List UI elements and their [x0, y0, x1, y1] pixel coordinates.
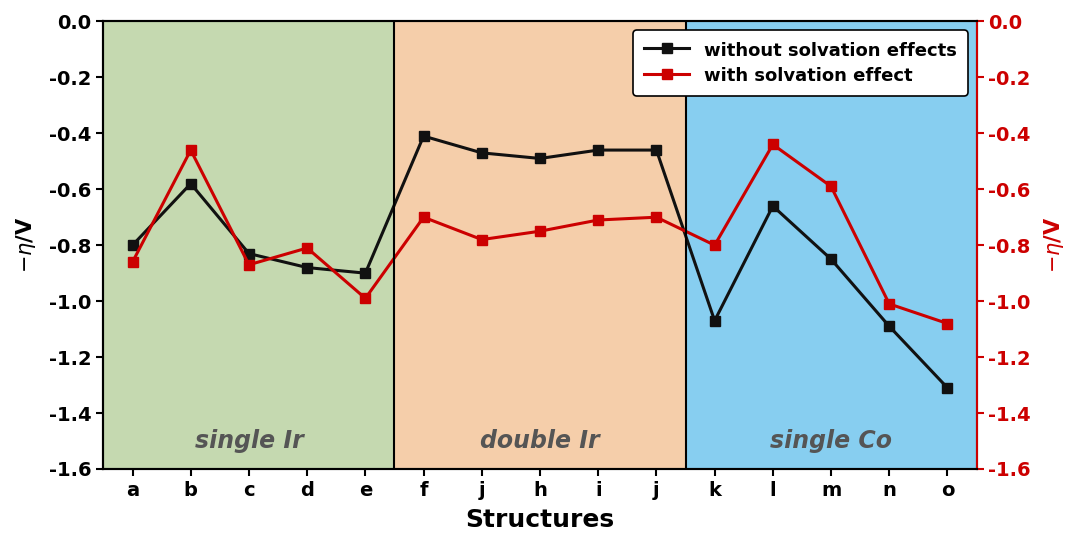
- with solvation effect: [882, 301, 895, 307]
- without solvation effects: [185, 180, 198, 187]
- Y-axis label: $-\eta$/V: $-\eta$/V: [14, 217, 38, 274]
- with solvation effect: [592, 217, 605, 223]
- Line: without solvation effects: without solvation effects: [127, 131, 953, 393]
- without solvation effects: [592, 147, 605, 153]
- with solvation effect: [767, 141, 780, 148]
- without solvation effects: [650, 147, 663, 153]
- with solvation effect: [534, 228, 546, 234]
- with solvation effect: [708, 242, 721, 248]
- without solvation effects: [300, 264, 313, 271]
- with solvation effect: [941, 321, 954, 327]
- Line: with solvation effect: with solvation effect: [127, 140, 953, 328]
- with solvation effect: [126, 259, 139, 265]
- with solvation effect: [824, 183, 837, 189]
- Bar: [394, 21, 686, 469]
- Bar: [686, 21, 976, 469]
- without solvation effects: [941, 384, 954, 391]
- without solvation effects: [708, 317, 721, 324]
- without solvation effects: [359, 270, 372, 276]
- X-axis label: Structures: Structures: [465, 508, 615, 532]
- Text: single Co: single Co: [770, 429, 892, 453]
- with solvation effect: [475, 236, 488, 243]
- without solvation effects: [534, 155, 546, 162]
- with solvation effect: [650, 214, 663, 221]
- without solvation effects: [767, 203, 780, 209]
- without solvation effects: [126, 242, 139, 248]
- with solvation effect: [300, 245, 313, 251]
- without solvation effects: [475, 150, 488, 156]
- with solvation effect: [243, 262, 256, 268]
- Bar: [104, 21, 394, 469]
- without solvation effects: [417, 133, 430, 139]
- with solvation effect: [185, 147, 198, 153]
- Text: double Ir: double Ir: [481, 429, 599, 453]
- Text: single Ir: single Ir: [194, 429, 303, 453]
- without solvation effects: [882, 323, 895, 330]
- without solvation effects: [824, 256, 837, 263]
- with solvation effect: [359, 295, 372, 301]
- Legend: without solvation effects, with solvation effect: without solvation effects, with solvatio…: [633, 31, 968, 96]
- with solvation effect: [417, 214, 430, 221]
- without solvation effects: [243, 250, 256, 257]
- Y-axis label: $-\eta$/V: $-\eta$/V: [1042, 217, 1066, 274]
